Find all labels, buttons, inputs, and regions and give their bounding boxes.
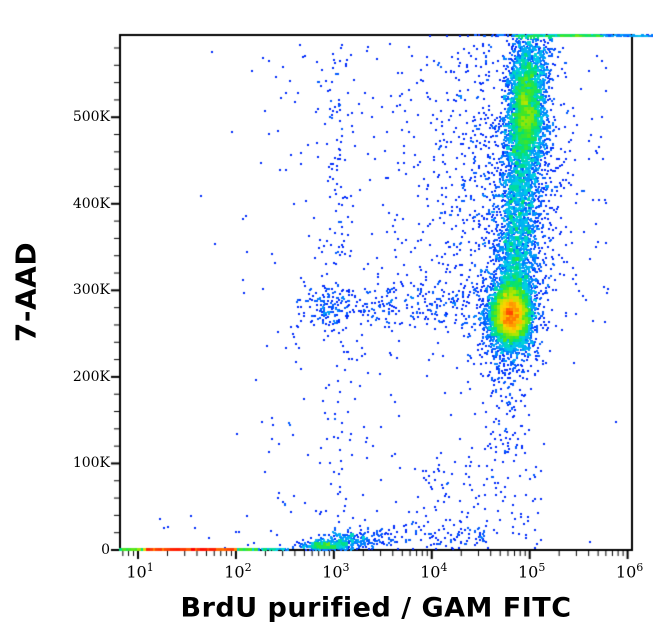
y-tick-label: 500K bbox=[72, 109, 110, 126]
y-tick-label: 100K bbox=[72, 455, 110, 472]
y-tick-label: 200K bbox=[72, 368, 110, 385]
x-tick-label: 104 bbox=[420, 561, 448, 582]
x-tick-label: 102 bbox=[224, 561, 252, 582]
x-axis-title: BrdU purified / GAM FITC bbox=[180, 592, 572, 624]
x-tick-label: 103 bbox=[322, 561, 350, 582]
x-tick-label: 105 bbox=[517, 561, 546, 582]
x-tick-label: 101 bbox=[126, 561, 154, 582]
y-tick-label: 300K bbox=[72, 282, 110, 299]
y-tick-label: 400K bbox=[72, 195, 110, 212]
y-tick-label: 0 bbox=[101, 542, 110, 558]
x-tick-label: 106 bbox=[615, 561, 644, 582]
